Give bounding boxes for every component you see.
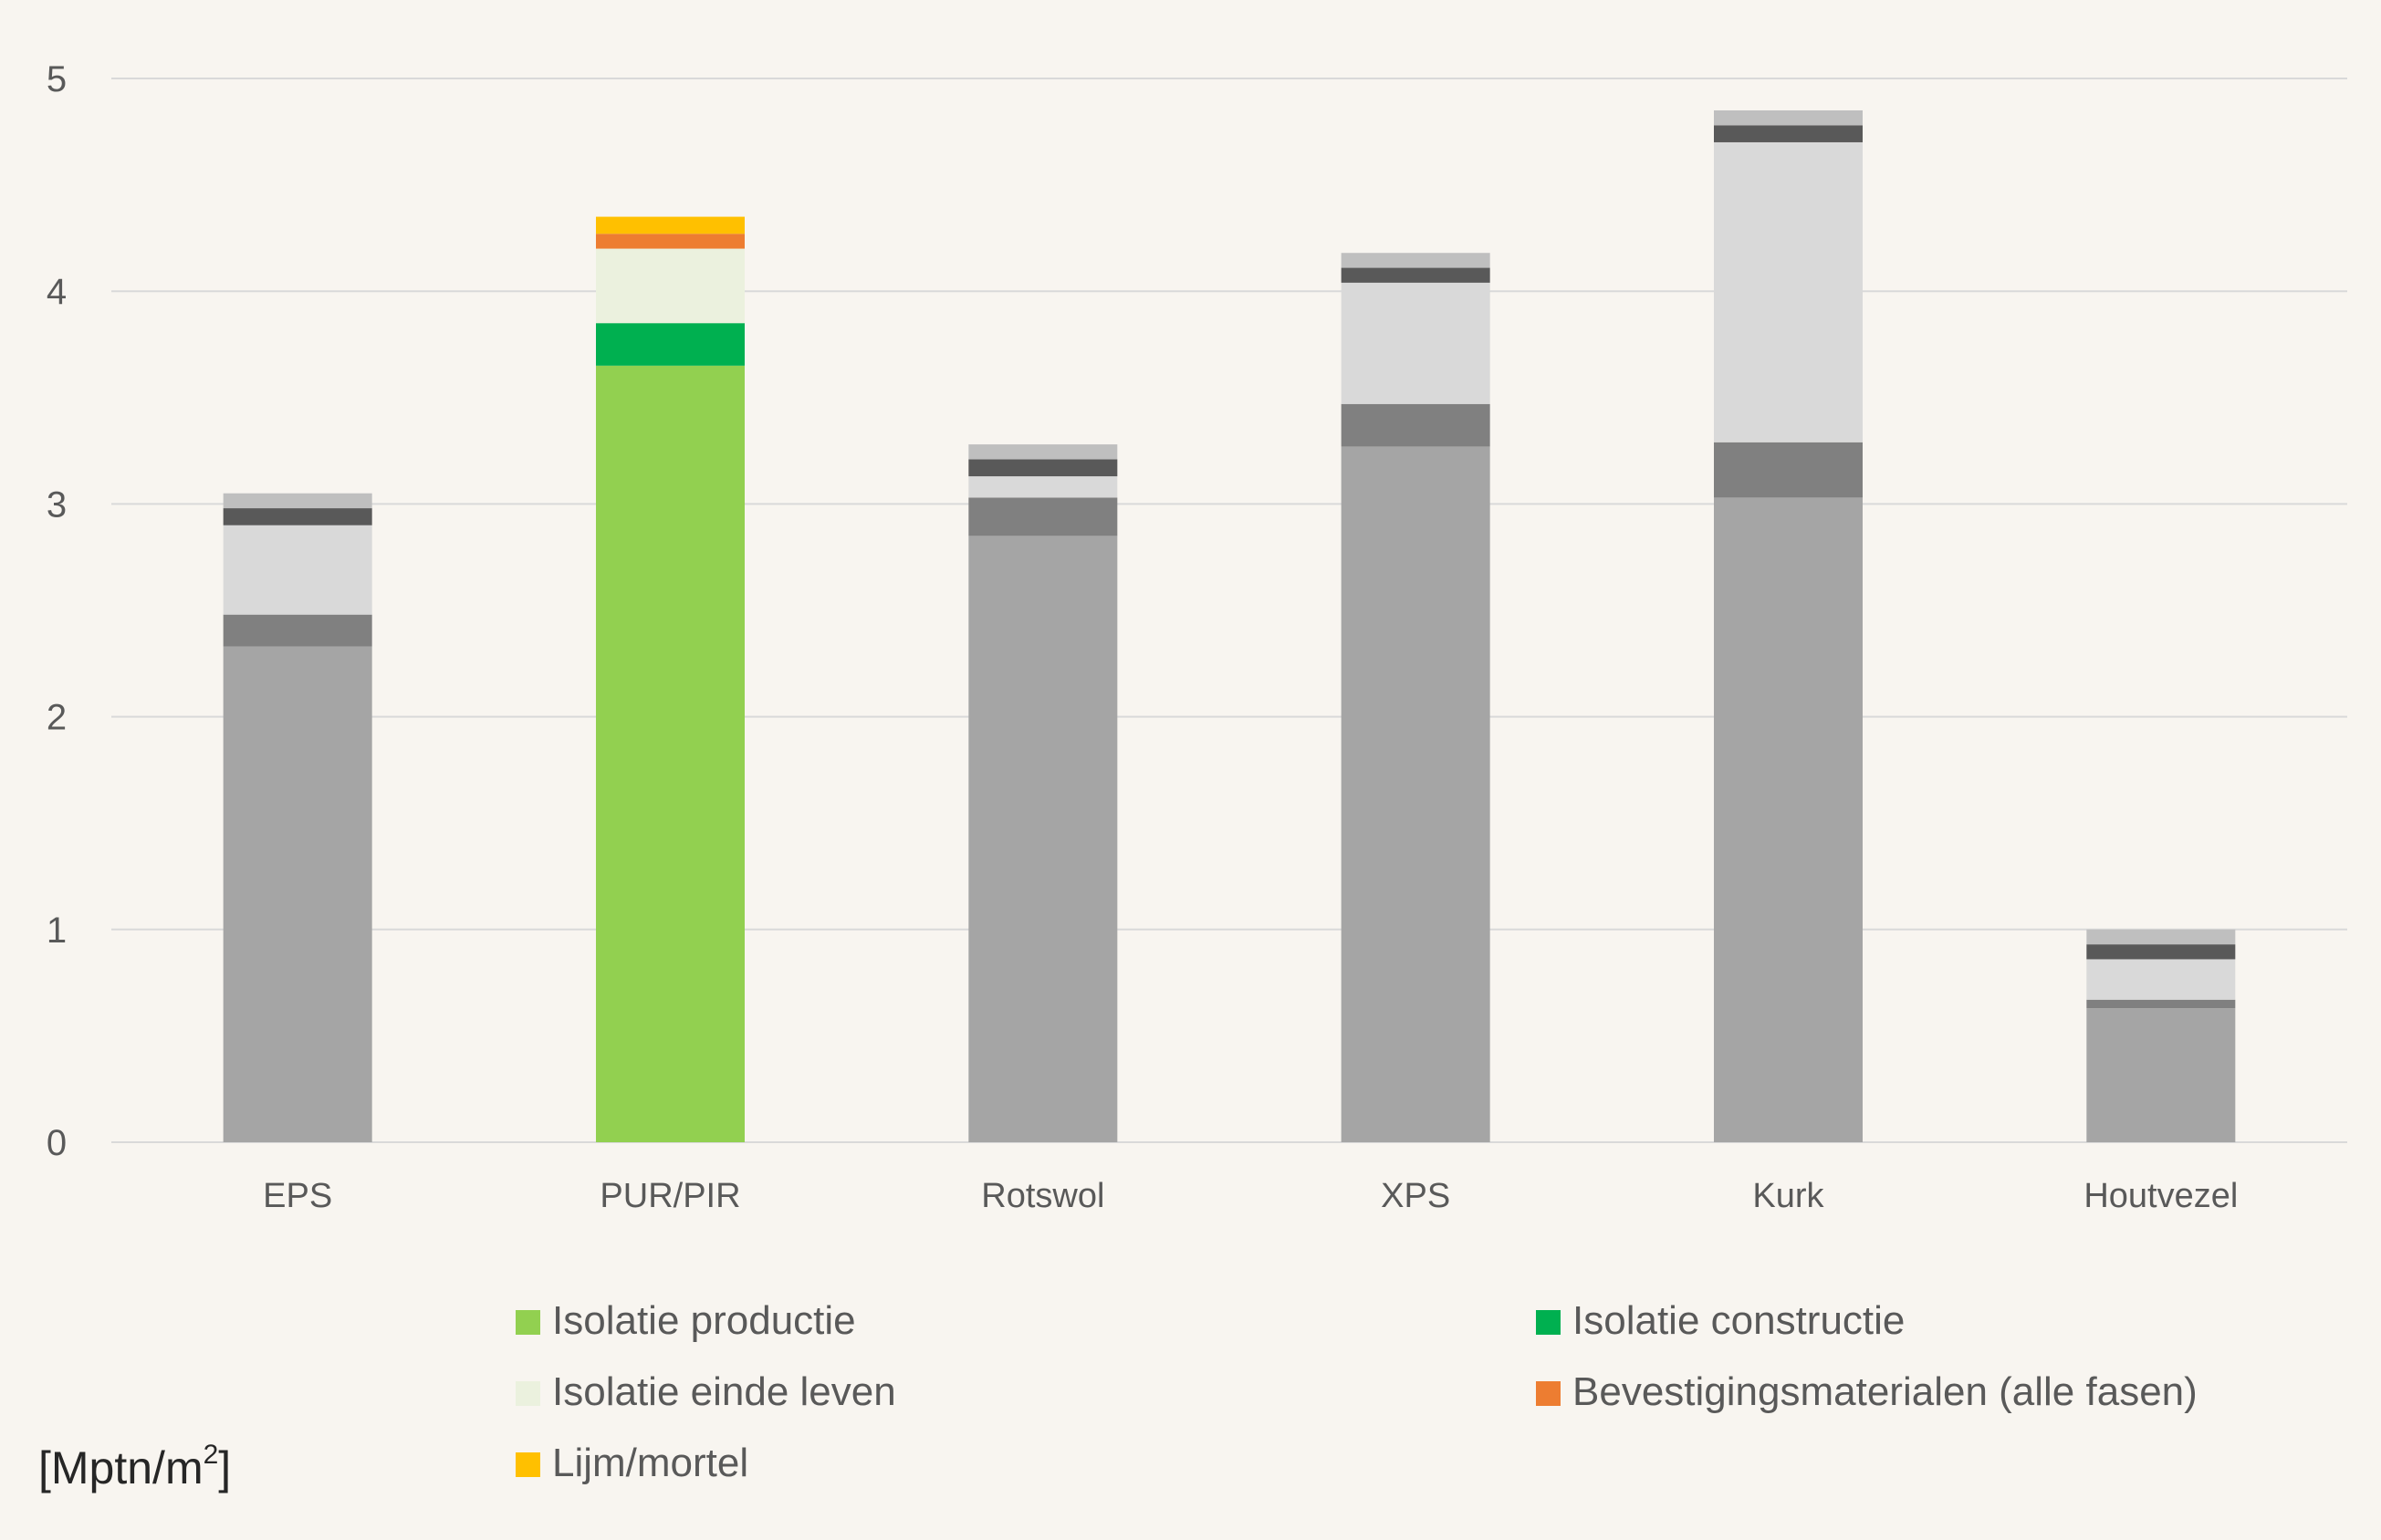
- y-tick-label: 4: [47, 272, 67, 312]
- legend-swatch: [1536, 1381, 1561, 1406]
- bar-segment: [2086, 959, 2236, 1000]
- bar-segment: [1341, 446, 1490, 1142]
- y-tick-label: 2: [47, 698, 67, 738]
- x-tick-label: PUR/PIR: [600, 1177, 740, 1215]
- y-tick-label: 5: [47, 59, 67, 99]
- x-tick-label: Houtvezel: [2083, 1177, 2238, 1215]
- bar-segment: [1714, 125, 1863, 142]
- bar-segment: [1341, 282, 1490, 404]
- bar-segment: [968, 444, 1118, 460]
- bar-segment: [223, 525, 372, 615]
- legend-label: Lijm/mortel: [552, 1441, 748, 1485]
- x-tick-label: EPS: [263, 1177, 332, 1215]
- bar-segment: [1341, 267, 1490, 283]
- legend-label: Isolatie constructie: [1572, 1298, 1905, 1343]
- bar-segment: [968, 497, 1118, 536]
- bar-segment: [596, 323, 745, 366]
- y-tick-label: 1: [47, 910, 67, 951]
- bar-segment: [2086, 929, 2236, 945]
- legend-swatch: [1536, 1310, 1561, 1335]
- bar-segment: [1714, 109, 1863, 126]
- bar-segment: [1341, 253, 1490, 268]
- y-tick-label: 0: [47, 1123, 67, 1163]
- legend-label: Isolatie einde leven: [552, 1369, 896, 1414]
- bar-segment: [596, 234, 745, 249]
- bar-segment: [2086, 999, 2236, 1009]
- legend-label: Isolatie productie: [552, 1298, 856, 1343]
- unit-label: [Mptn/m2]: [38, 1440, 232, 1494]
- legend-swatch: [516, 1452, 540, 1477]
- legend-swatch: [516, 1381, 540, 1406]
- bar-segment: [968, 459, 1118, 477]
- bar-segment: [968, 536, 1118, 1142]
- bar-segment: [596, 365, 745, 1142]
- bar-segment: [596, 248, 745, 324]
- bar-segment: [1714, 141, 1863, 442]
- bar-segment: [2086, 944, 2236, 960]
- legend-swatch: [516, 1310, 540, 1335]
- x-tick-label: Kurk: [1752, 1177, 1824, 1215]
- bar-segment: [968, 476, 1118, 498]
- x-tick-label: XPS: [1381, 1177, 1450, 1215]
- bar-segment: [223, 493, 372, 509]
- bar-segment: [223, 508, 372, 525]
- bar-segment: [223, 614, 372, 647]
- legend-label: Bevestigingsmaterialen (alle fasen): [1572, 1369, 2198, 1414]
- bar-segment: [1714, 497, 1863, 1142]
- bar-segment: [1714, 442, 1863, 498]
- bar-segment: [223, 646, 372, 1142]
- bar-segment: [596, 216, 745, 234]
- bar-segment: [2086, 1008, 2236, 1142]
- y-tick-label: 3: [47, 484, 67, 525]
- x-tick-label: Rotswol: [981, 1177, 1104, 1215]
- bar-segment: [1341, 403, 1490, 447]
